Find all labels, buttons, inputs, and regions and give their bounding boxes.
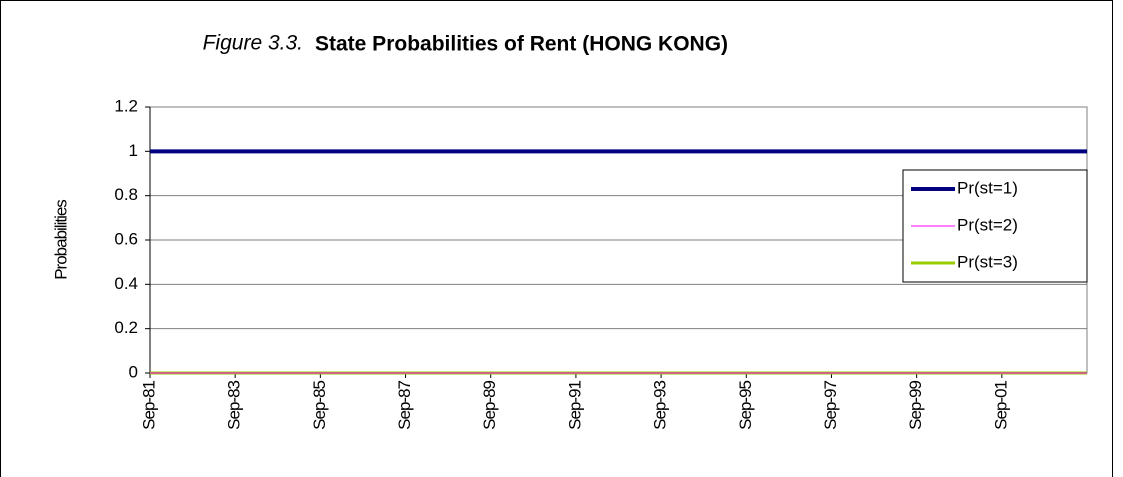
x-tick-label: Sep-83 — [225, 380, 244, 429]
x-tick-label: Sep-93 — [651, 380, 670, 429]
x-tick-label: Sep-91 — [565, 380, 584, 429]
y-tick-label: 0.4 — [114, 274, 138, 293]
y-tick-label: 0.8 — [114, 185, 138, 204]
x-tick-label: Sep-85 — [310, 380, 329, 429]
x-tick-label: Sep-95 — [736, 380, 755, 429]
x-tick-label: Sep-01 — [991, 380, 1010, 429]
x-tick-label: Sep-87 — [395, 380, 414, 429]
x-tick-label: Sep-81 — [139, 380, 158, 429]
x-tick-label: Sep-89 — [480, 380, 499, 429]
legend-label: Pr(st=2) — [957, 215, 1018, 234]
x-tick-label: Sep-99 — [906, 380, 925, 429]
y-axis-label: Probabilities — [51, 200, 70, 280]
y-tick-label: 0.2 — [114, 318, 138, 337]
chart-title: State Probabilities of Rent (HONG KONG) — [315, 33, 728, 56]
y-tick-label: 1.2 — [114, 96, 138, 115]
y-tick-label: 0.6 — [114, 229, 138, 248]
legend-label: Pr(st=3) — [957, 252, 1018, 271]
x-tick-label: Sep-97 — [821, 380, 840, 429]
legend-label: Pr(st=1) — [957, 178, 1018, 197]
y-tick-label: 1 — [129, 141, 138, 160]
figure-label: Figure 3.3. — [203, 32, 303, 55]
y-tick-label: 0 — [129, 362, 138, 381]
